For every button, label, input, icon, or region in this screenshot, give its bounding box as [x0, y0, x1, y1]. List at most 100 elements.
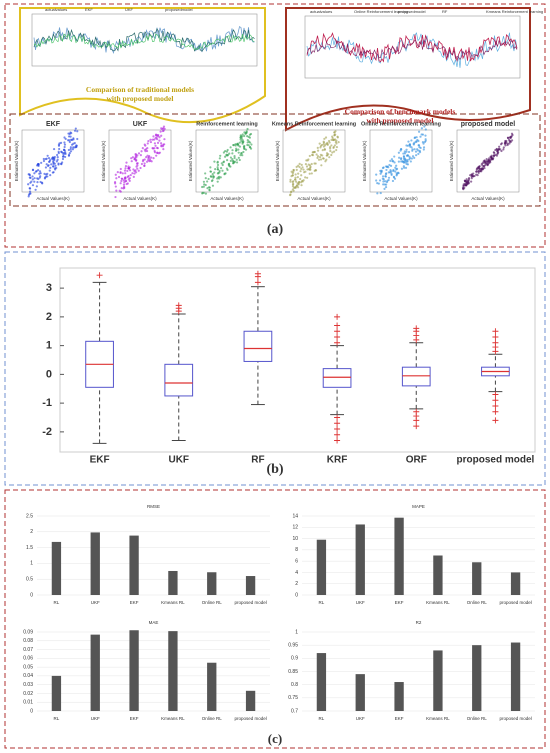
- scatter-point: [405, 148, 408, 151]
- scatter-point: [35, 185, 38, 188]
- scatter-point: [289, 178, 292, 181]
- scatter-point: [241, 142, 244, 145]
- scatter-point: [29, 181, 32, 184]
- bar: [510, 572, 521, 595]
- scatter-point: [402, 157, 406, 160]
- scatter-point: [244, 148, 248, 151]
- y-tick-label: 0.07: [23, 647, 33, 653]
- scatter-point: [38, 176, 41, 179]
- scatter-point: [248, 136, 251, 139]
- scatter-point: [297, 164, 300, 167]
- x-tick-label: proposed model: [234, 716, 266, 721]
- scatter-point: [122, 187, 125, 190]
- scatter-point: [132, 168, 135, 171]
- scatter-point: [147, 158, 150, 162]
- scatter-point: [318, 142, 321, 145]
- scatter-point: [379, 191, 382, 195]
- scatter-point: [249, 147, 253, 150]
- x-tick-label: RL: [319, 716, 325, 721]
- scatter-point: [321, 148, 324, 152]
- scatter-point: [334, 130, 337, 133]
- outlier: [492, 391, 499, 398]
- scatter-point: [136, 154, 139, 157]
- y-tick-label: 1: [295, 629, 298, 635]
- scatter-point: [63, 143, 67, 146]
- scatter-point: [502, 146, 505, 149]
- scatter-point: [385, 168, 388, 172]
- x-tick-label: RL: [319, 600, 325, 605]
- scatter-point: [493, 154, 496, 157]
- scatter-point: [222, 151, 225, 154]
- scatter-point: [152, 157, 155, 160]
- scatter-point: [402, 152, 405, 155]
- scatter-point: [64, 137, 67, 141]
- scatter-point: [323, 137, 326, 140]
- scatter-point: [130, 160, 133, 163]
- scatter-point: [422, 142, 425, 145]
- axis-label: Estimated Values(K): [101, 140, 106, 181]
- scatter-point: [237, 151, 240, 154]
- scatter-point: [477, 171, 480, 174]
- scatter-point: [140, 162, 144, 166]
- scatter-point: [318, 155, 322, 159]
- scatter-point: [246, 139, 249, 142]
- scatter-point: [296, 182, 299, 185]
- scatter-point: [202, 180, 206, 183]
- outlier: [334, 420, 341, 427]
- caption: Comparison of benchmark models with propo…: [345, 107, 456, 125]
- plot-frame: [282, 129, 346, 193]
- outlier: [492, 403, 499, 409]
- scatter-point: [417, 130, 421, 133]
- scatter-point: [69, 147, 72, 151]
- scatter-point: [158, 139, 161, 142]
- x-tick-label: UKF: [168, 455, 189, 466]
- plot-frame: [456, 129, 520, 193]
- scatter-point: [220, 167, 223, 170]
- scatter-point: [331, 151, 334, 154]
- scatter-point: [61, 161, 64, 164]
- scatter-point: [478, 167, 481, 171]
- scatter-point: [470, 180, 473, 183]
- scatter-point: [33, 172, 36, 175]
- x-tick-label: UKF: [356, 600, 365, 605]
- outlier: [492, 397, 499, 404]
- scatter-point: [145, 156, 148, 159]
- outlier: [254, 270, 261, 277]
- scatter-point: [56, 153, 59, 157]
- x-tick-label: proposed model: [499, 716, 531, 721]
- scatter-point: [204, 172, 207, 175]
- scatter-point: [29, 192, 32, 195]
- scatter-point: [486, 164, 489, 167]
- scatter-point: [42, 159, 46, 163]
- scatter-point: [493, 151, 496, 155]
- scatter-point: [70, 143, 74, 146]
- scatter-point: [238, 158, 241, 162]
- scatter-point: [414, 150, 418, 153]
- scatter-title: EKF: [46, 121, 61, 128]
- y-tick-label: 0.9: [291, 656, 298, 662]
- scatter-point: [234, 149, 238, 152]
- y-tick-label: 0: [46, 368, 52, 380]
- scatter-point: [483, 166, 486, 170]
- bar: [245, 576, 256, 595]
- scatter-point: [389, 159, 392, 162]
- scatter-point: [500, 149, 503, 153]
- scatter-point: [115, 189, 118, 192]
- scatter-point: [308, 172, 311, 175]
- scatter-point: [217, 177, 221, 180]
- scatter-point: [294, 176, 297, 179]
- scatter-point: [485, 157, 488, 161]
- outlier: [334, 414, 341, 421]
- scatter-point: [409, 145, 412, 148]
- scatter-point: [158, 151, 162, 154]
- scatter-point: [28, 187, 31, 190]
- scatter-point: [67, 135, 71, 138]
- scatter-point: [416, 138, 419, 142]
- scatter-point: [508, 136, 511, 139]
- scatter-point: [229, 165, 232, 168]
- scatter-point: [124, 172, 127, 175]
- scatter-point: [216, 166, 219, 169]
- scatter-point: [46, 154, 49, 157]
- y-tick-label: 0.04: [23, 673, 33, 679]
